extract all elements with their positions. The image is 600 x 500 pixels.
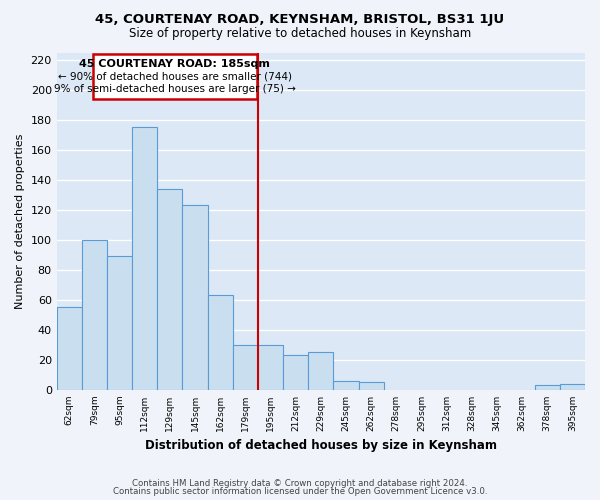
Bar — [233, 345, 258, 390]
Text: 9% of semi-detached houses are larger (75) →: 9% of semi-detached houses are larger (7… — [54, 84, 296, 94]
Bar — [535, 386, 560, 390]
FancyBboxPatch shape — [93, 54, 257, 99]
Bar — [308, 352, 334, 390]
Y-axis label: Number of detached properties: Number of detached properties — [15, 134, 25, 309]
Bar — [258, 345, 283, 390]
Bar — [56, 308, 82, 390]
Bar — [132, 128, 157, 390]
Text: ← 90% of detached houses are smaller (744): ← 90% of detached houses are smaller (74… — [58, 72, 292, 82]
Bar — [560, 384, 585, 390]
Bar — [208, 296, 233, 390]
Bar — [283, 356, 308, 390]
Bar — [157, 189, 182, 390]
Text: Contains HM Land Registry data © Crown copyright and database right 2024.: Contains HM Land Registry data © Crown c… — [132, 478, 468, 488]
Bar — [359, 382, 384, 390]
Bar — [182, 206, 208, 390]
X-axis label: Distribution of detached houses by size in Keynsham: Distribution of detached houses by size … — [145, 440, 497, 452]
Text: 45, COURTENAY ROAD, KEYNSHAM, BRISTOL, BS31 1JU: 45, COURTENAY ROAD, KEYNSHAM, BRISTOL, B… — [95, 12, 505, 26]
Bar — [107, 256, 132, 390]
Text: Size of property relative to detached houses in Keynsham: Size of property relative to detached ho… — [129, 28, 471, 40]
Text: Contains public sector information licensed under the Open Government Licence v3: Contains public sector information licen… — [113, 487, 487, 496]
Bar — [334, 381, 359, 390]
Bar — [82, 240, 107, 390]
Text: 45 COURTENAY ROAD: 185sqm: 45 COURTENAY ROAD: 185sqm — [79, 59, 271, 69]
